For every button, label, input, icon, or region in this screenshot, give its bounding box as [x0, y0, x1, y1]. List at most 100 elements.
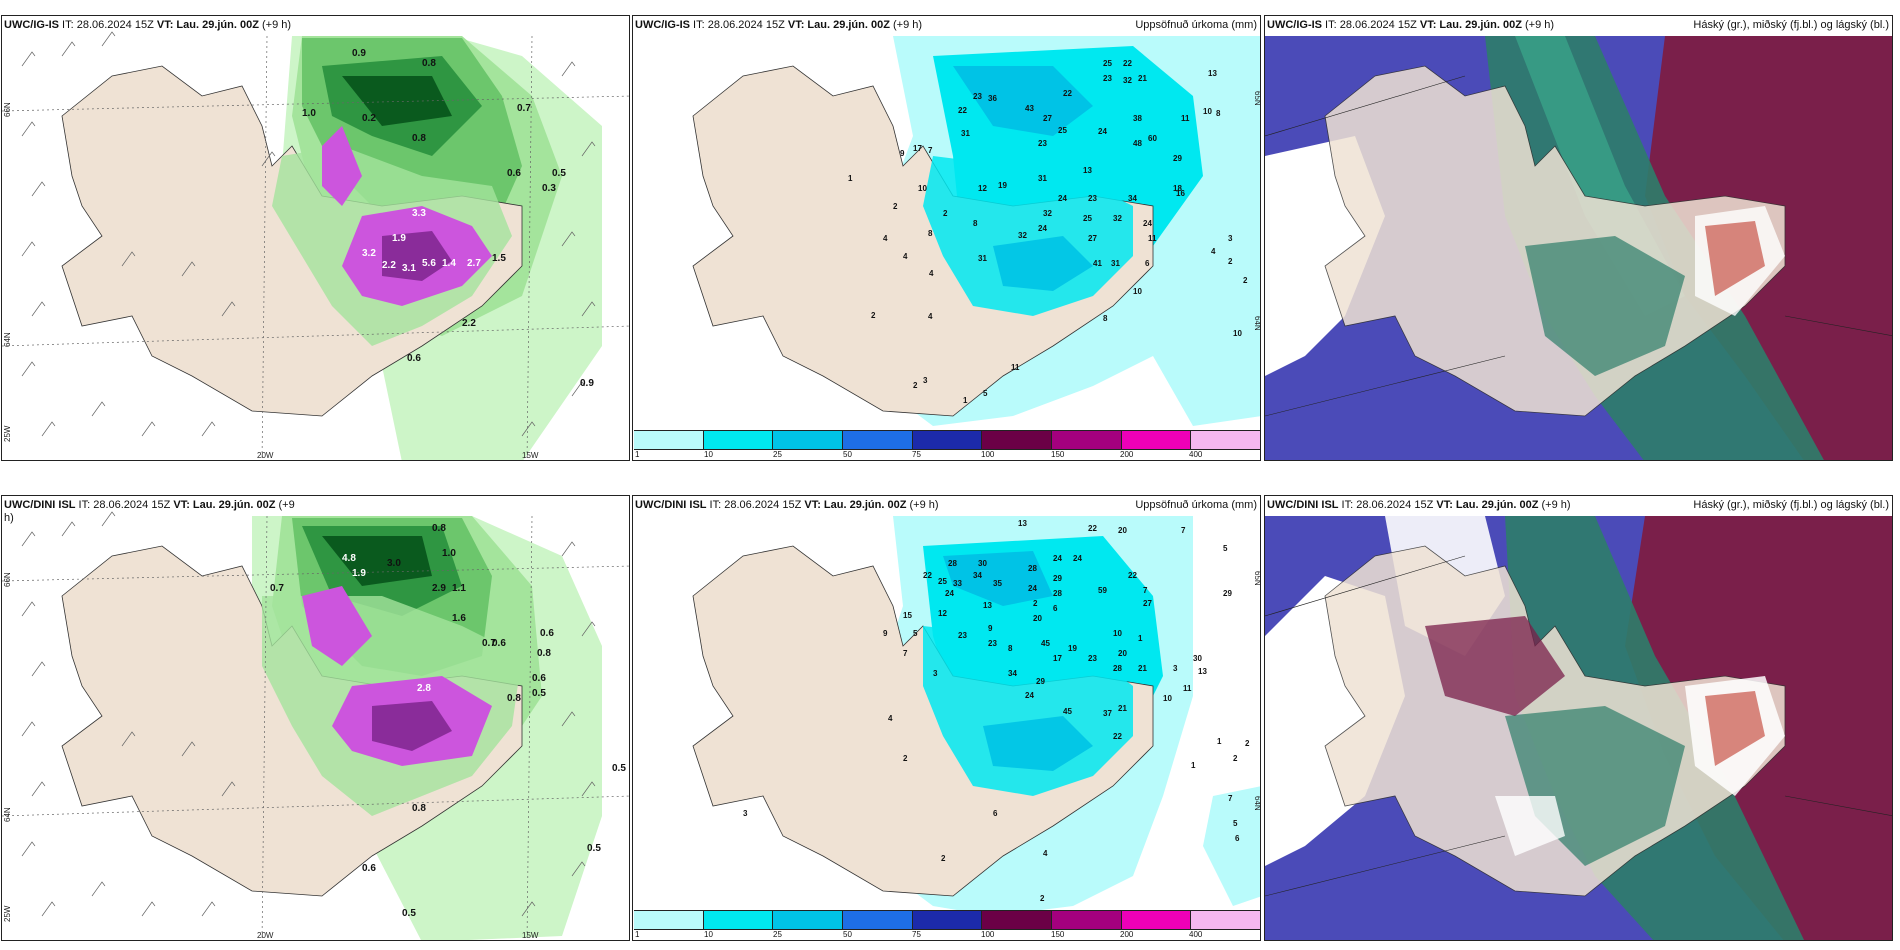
accumulated-precip-map: 13 22 20 7 28 22 24 24 5 25 30 34 33 35 …: [633, 496, 1261, 940]
precip-value: 17: [913, 144, 922, 153]
precip-value: 23: [958, 631, 967, 640]
precip-value: 8: [1008, 644, 1013, 653]
precip-value: 22: [1128, 571, 1137, 580]
precip-value: 20: [1118, 526, 1127, 535]
precip-value: 24: [945, 589, 954, 598]
colorbar-tick: 10: [704, 930, 713, 939]
model-name: UWC/DINI ISL: [4, 499, 76, 511]
precip-value: 9: [900, 149, 905, 158]
lon-corner-label: 25W: [3, 905, 12, 922]
lat-label: 65N: [1253, 571, 1261, 586]
lat-label: 64N: [1253, 796, 1261, 811]
model-name: UWC/IG-IS: [635, 19, 690, 31]
precip-value: 15: [903, 611, 912, 620]
precip-value: 0.5: [587, 843, 601, 854]
precip-value: 35: [993, 579, 1002, 588]
precip-value: 45: [1063, 707, 1072, 716]
precip-value: 34: [1008, 669, 1017, 678]
precip-value: 27: [1143, 599, 1152, 608]
precip-value: 3: [1228, 234, 1233, 243]
precip-value: 23: [973, 92, 982, 101]
precip-value: 0.8: [422, 58, 436, 69]
precip-value: 10: [1203, 107, 1212, 116]
forecast-offset: (+9 h): [1538, 499, 1571, 511]
precip-value: 28: [1053, 589, 1062, 598]
precip-value: 4: [883, 234, 888, 243]
precip-value: 7: [1181, 526, 1186, 535]
colorbar-ticks: 1 10 25 50 75 100 150 200 400: [634, 930, 1260, 940]
precip-value: 5.6: [422, 258, 436, 269]
lon-label: 20W: [257, 451, 274, 460]
precip-value: 23: [988, 639, 997, 648]
precip-value: 1.5: [492, 253, 506, 264]
precip-value: 19: [1068, 644, 1077, 653]
precip-value: 3: [743, 809, 748, 818]
precip-value: 22: [958, 106, 967, 115]
precip-value: 23: [1088, 654, 1097, 663]
precip-value: 0.7: [482, 638, 496, 649]
precip-value: 2: [871, 311, 876, 320]
precip-value: 24: [1073, 554, 1082, 563]
precip-value: 1.0: [442, 548, 456, 559]
precip-value: 3: [933, 669, 938, 678]
precip-value: 4: [928, 312, 933, 321]
precip-value: 4.8: [342, 553, 356, 564]
wind-precip-map: 0.9 0.8 1.0 0.2 0.8 0.7 0.6 0.5 0.3 3.3 …: [2, 16, 629, 460]
precip-value: 59: [1098, 586, 1107, 595]
precip-value: 6: [993, 809, 998, 818]
precip-value: 0.7: [270, 583, 284, 594]
precip-value: 16: [1176, 189, 1185, 198]
colorbar-tick: 150: [1051, 450, 1065, 459]
panel-right-title: Uppsöfnuð úrkoma (mm): [1135, 19, 1257, 31]
precip-value: 4: [1211, 247, 1216, 256]
precip-value: 10: [1133, 287, 1142, 296]
precip-value: 32: [1018, 231, 1027, 240]
precip-value: 1: [1217, 737, 1222, 746]
precip-value: 24: [1058, 194, 1067, 203]
precip-value: 13: [983, 601, 992, 610]
valid-time: VT: Lau. 29.jún. 00Z: [156, 19, 259, 31]
colorbar-tick: 400: [1189, 450, 1203, 459]
precip-value: 0.6: [532, 673, 546, 684]
panel-bottom-left: UWC/DINI ISL IT: 28.06.2024 15Z VT: Lau.…: [1, 495, 630, 941]
precip-value: 2: [941, 854, 946, 863]
colorbar-tick: 1: [635, 930, 640, 939]
precip-value: 1: [963, 396, 968, 405]
precip-value: 0.8: [432, 523, 446, 534]
precip-value: 2: [893, 202, 898, 211]
precip-value: 34: [973, 571, 982, 580]
precip-value: 10: [1233, 329, 1242, 338]
precip-value: 2: [1033, 599, 1038, 608]
precip-value: 28: [1113, 664, 1122, 673]
init-time: IT: 28.06.2024 15Z: [706, 499, 805, 511]
model-name: UWC/DINI ISL: [635, 499, 707, 511]
precip-value: 2.2: [382, 260, 396, 271]
precip-value: 22: [1088, 524, 1097, 533]
precip-value: 0.7: [517, 103, 531, 114]
valid-time: VT: Lau. 29.jún. 00Z: [804, 499, 907, 511]
precip-value: 25: [1083, 214, 1092, 223]
precip-value: 2.9: [432, 583, 446, 594]
panel-bottom-middle: UWC/DINI ISL IT: 28.06.2024 15Z VT: Lau.…: [632, 495, 1261, 941]
precip-value: 32: [1113, 214, 1122, 223]
precip-value: 32: [1123, 76, 1132, 85]
precip-value: 60: [1148, 134, 1157, 143]
precip-value: 7: [1143, 586, 1148, 595]
panel-bottom-right: UWC/DINI ISL IT: 28.06.2024 15Z VT: Lau.…: [1264, 495, 1893, 941]
precip-value: 7: [1228, 794, 1233, 803]
panel-title: UWC/IG-IS IT: 28.06.2024 15Z VT: Lau. 29…: [635, 19, 922, 32]
precip-value: 11: [1011, 363, 1020, 372]
panel-title: UWC/IG-IS IT: 28.06.2024 15Z VT: Lau. 29…: [4, 19, 291, 32]
precip-value: 1: [848, 174, 853, 183]
model-name: UWC/IG-IS: [1267, 19, 1322, 31]
lon-label: 15W: [522, 931, 539, 940]
precip-value: 3: [1173, 664, 1178, 673]
precip-value: 0.6: [492, 638, 506, 649]
colorbar-tick: 25: [773, 450, 782, 459]
precip-value: 1.6: [452, 613, 466, 624]
panel-right-title: Háský (gr.), miðský (fj.bl.) og lágský (…: [1693, 19, 1889, 32]
precip-value: 24: [1098, 127, 1107, 136]
precip-value: 23: [1103, 74, 1112, 83]
precip-value: 2.8: [417, 683, 431, 694]
precip-value: 30: [978, 559, 987, 568]
